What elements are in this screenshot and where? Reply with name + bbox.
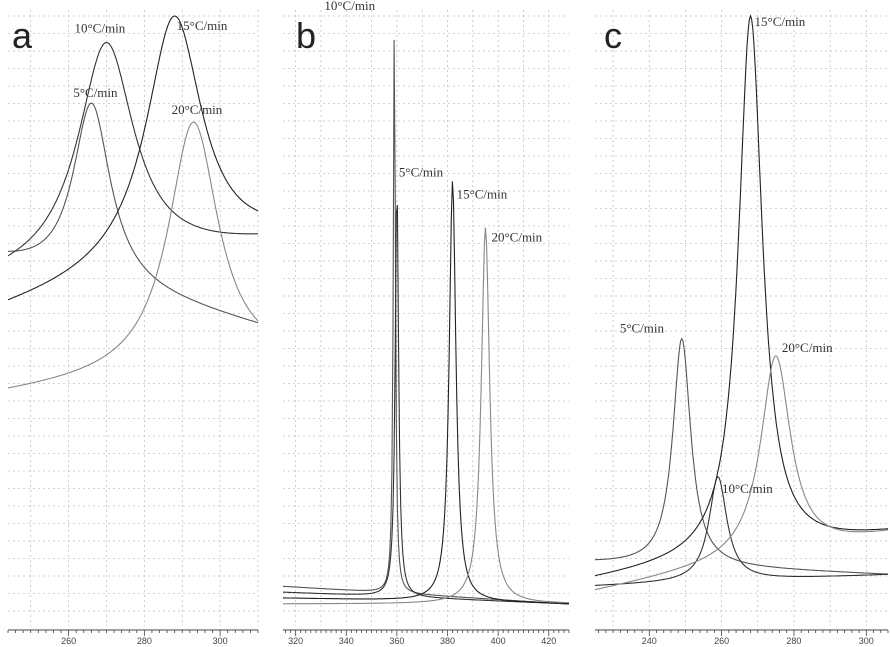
curve-b-0 bbox=[282, 39, 570, 605]
panel-c-labels: 5°C/min 10°C/min 15°C/min 20°C/min bbox=[620, 14, 833, 496]
x-tick-label: 400 bbox=[491, 636, 506, 646]
x-tick-label: 260 bbox=[61, 636, 76, 646]
panel-b-grid bbox=[283, 10, 569, 626]
x-tick-label: 320 bbox=[288, 636, 303, 646]
curve-label: 15°C/min bbox=[755, 14, 806, 29]
panel-c-grid bbox=[595, 10, 888, 626]
panel-a-grid bbox=[8, 10, 259, 626]
x-tick-label: 280 bbox=[786, 636, 801, 646]
panel-b-curves bbox=[282, 39, 570, 605]
x-tick-label: 300 bbox=[213, 636, 228, 646]
curve-a-1 bbox=[7, 42, 258, 257]
panel-a-curves bbox=[7, 15, 259, 389]
x-tick-label: 240 bbox=[642, 636, 657, 646]
x-tick-label: 300 bbox=[859, 636, 874, 646]
panel-a: 5°C/min 10°C/min 15°C/min 20°C/min 260 280 30… bbox=[7, 10, 259, 646]
curve-label: 10°C/min bbox=[722, 481, 773, 496]
curve-label: 20°C/min bbox=[491, 230, 542, 245]
panel-b-letter: b bbox=[296, 15, 316, 56]
curve-label: 10°C/min bbox=[324, 0, 375, 13]
curve-label: 5°C/min bbox=[399, 165, 444, 180]
x-tick-label: 260 bbox=[714, 636, 729, 646]
x-tick-label: 340 bbox=[339, 636, 354, 646]
curve-a-3 bbox=[7, 121, 259, 389]
curve-label: 20°C/min bbox=[172, 102, 223, 117]
curve-b-2 bbox=[283, 181, 569, 605]
curve-c-2 bbox=[594, 14, 889, 577]
curve-c-3 bbox=[594, 355, 889, 591]
curve-a-0 bbox=[8, 102, 259, 324]
curve-label: 5°C/min bbox=[620, 321, 665, 336]
panel-c-ticks: 240 260 280 300 bbox=[595, 629, 889, 646]
panel-c-curves bbox=[594, 14, 889, 591]
panel-a-letter: a bbox=[12, 15, 33, 56]
curve-label: 20°C/min bbox=[782, 340, 833, 355]
panel-b-ticks: 320 340 360 380 400 420 bbox=[283, 629, 570, 646]
panel-b-labels: 10°C/min 5°C/min 15°C/min 20°C/min bbox=[324, 0, 542, 245]
curve-c-0 bbox=[595, 337, 889, 575]
curve-label: 15°C/min bbox=[457, 187, 508, 202]
x-tick-label: 380 bbox=[440, 636, 455, 646]
curve-label: 5°C/min bbox=[73, 85, 118, 100]
panel-c: 5°C/min 10°C/min 15°C/min 20°C/min 240 260 28… bbox=[594, 10, 889, 646]
panel-b: 10°C/min 5°C/min 15°C/min 20°C/min 320 340 36… bbox=[282, 0, 570, 646]
curve-label: 15°C/min bbox=[177, 18, 228, 33]
x-tick-label: 420 bbox=[541, 636, 556, 646]
curve-b-3 bbox=[283, 227, 569, 605]
curve-label: 10°C/min bbox=[74, 21, 125, 36]
panel-a-labels: 5°C/min 10°C/min 15°C/min 20°C/min bbox=[73, 18, 228, 117]
curve-c-1 bbox=[594, 476, 889, 586]
curve-a-2 bbox=[7, 15, 259, 301]
x-tick-label: 280 bbox=[137, 636, 152, 646]
panel-c-letter: c bbox=[604, 15, 622, 56]
x-tick-label: 360 bbox=[389, 636, 404, 646]
panel-a-ticks: 260 280 300 bbox=[7, 629, 259, 646]
curve-b-1 bbox=[282, 205, 569, 605]
